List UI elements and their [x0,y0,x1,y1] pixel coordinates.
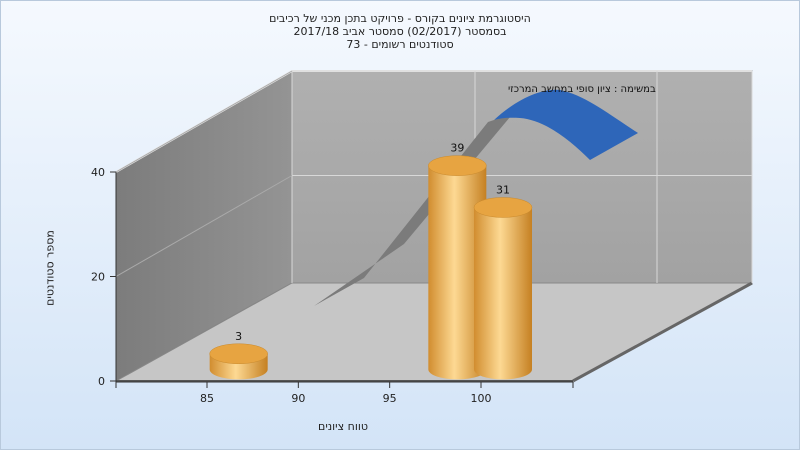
bar-body [474,207,532,380]
bars: 3 39 31 [209,142,533,380]
bar: 31 [473,183,533,380]
bar-value-label: 39 [450,142,464,155]
x-tick-label: 85 [200,392,214,405]
x-tick-label: 90 [291,392,305,405]
bar-top [428,155,487,176]
x-axis-label: טווח ציונים [318,420,368,433]
chart-title-line-1: היסטוגרמת ציונים בקורס - פרויקט בתכן מכנ… [269,12,531,25]
y-tick-label: 40 [91,166,105,179]
bar-value-label: 3 [235,330,242,343]
x-tick-label: 100 [471,392,492,405]
floor-rim [572,281,753,383]
overlay-label: במשימה : ציון סופי במחשב המרכזי [508,84,656,95]
left-gridline [115,70,293,173]
bar: 3 [209,330,268,380]
y-tick-label: 20 [91,271,105,284]
chart-title-line-2: בסמסטר (02/2017) סמסטר אביב 2017/18 [293,25,507,38]
bar-body [428,165,487,380]
left-gridline [115,175,293,277]
bar-top [473,197,533,218]
back-grid [291,70,753,283]
bar-top [209,343,268,364]
bar: 39 [428,142,487,380]
curve-ribbon [494,89,638,160]
x-ticks: 85 90 95 100 [115,382,574,405]
x-tick-label: 95 [383,392,397,405]
chart-title-line-3: סטודנטים רשומים - 73 [346,38,454,51]
y-axis-label: מספר סטודנטים [43,230,57,306]
y-tick-label: 0 [98,375,105,388]
left-grid [115,70,293,277]
bar-value-label: 31 [496,183,510,196]
y-ticks: 0 20 40 [91,166,116,388]
